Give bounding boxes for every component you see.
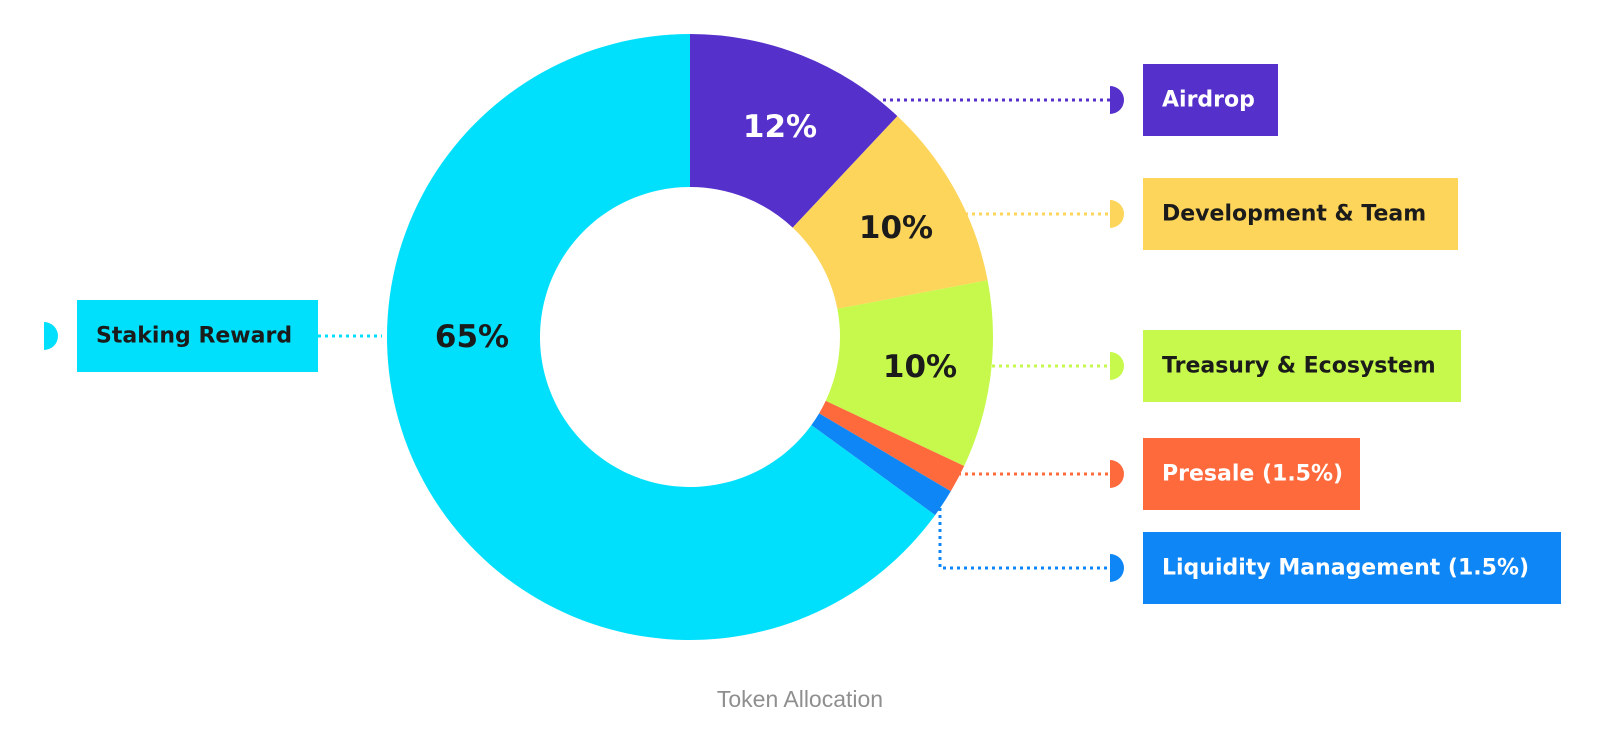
legend-marker-staking-reward [44, 322, 58, 350]
legend-label-development-team: Development & Team [1162, 202, 1426, 227]
legend-label-treasury-ecosystem: Treasury & Ecosystem [1162, 354, 1436, 379]
slice-presale-1-5 [819, 400, 965, 492]
legend-label-presale-1-5: Presale (1.5%) [1162, 462, 1343, 487]
legend-label-staking-reward: Staking Reward [96, 324, 292, 349]
legend-marker-liquidity-management-1-5 [1110, 554, 1124, 582]
legend-box-staking-reward [77, 300, 318, 372]
slice-development-team [792, 116, 988, 309]
slice-value-label-staking-reward: 65% [435, 319, 509, 355]
slice-value-label-development-team: 10% [859, 210, 933, 246]
legend-marker-treasury-ecosystem [1110, 352, 1124, 380]
legend-box-development-team [1143, 178, 1458, 250]
legend-box-presale-1-5 [1143, 438, 1360, 510]
legend-box-airdrop [1143, 64, 1278, 136]
legend-marker-presale-1-5 [1110, 460, 1124, 488]
slice-staking-reward [387, 34, 936, 640]
legend-label-airdrop: Airdrop [1162, 88, 1255, 113]
legend-box-liquidity-management-1-5 [1143, 532, 1561, 604]
legend-marker-airdrop [1110, 86, 1124, 114]
slice-liquidity-management-1-5 [811, 413, 951, 516]
slice-airdrop [690, 34, 898, 228]
slice-value-label-treasury-ecosystem: 10% [883, 349, 957, 385]
leader-line-liquidity-management-1-5 [938, 501, 1110, 570]
slice-treasury-ecosystem [825, 280, 994, 467]
legend-marker-development-team [1110, 200, 1124, 228]
chart-caption: Token Allocation [716, 686, 884, 712]
slice-value-label-airdrop: 12% [743, 109, 817, 145]
legend-box-treasury-ecosystem [1143, 330, 1461, 402]
legend-label-liquidity-management-1-5: Liquidity Management (1.5%) [1162, 556, 1529, 581]
